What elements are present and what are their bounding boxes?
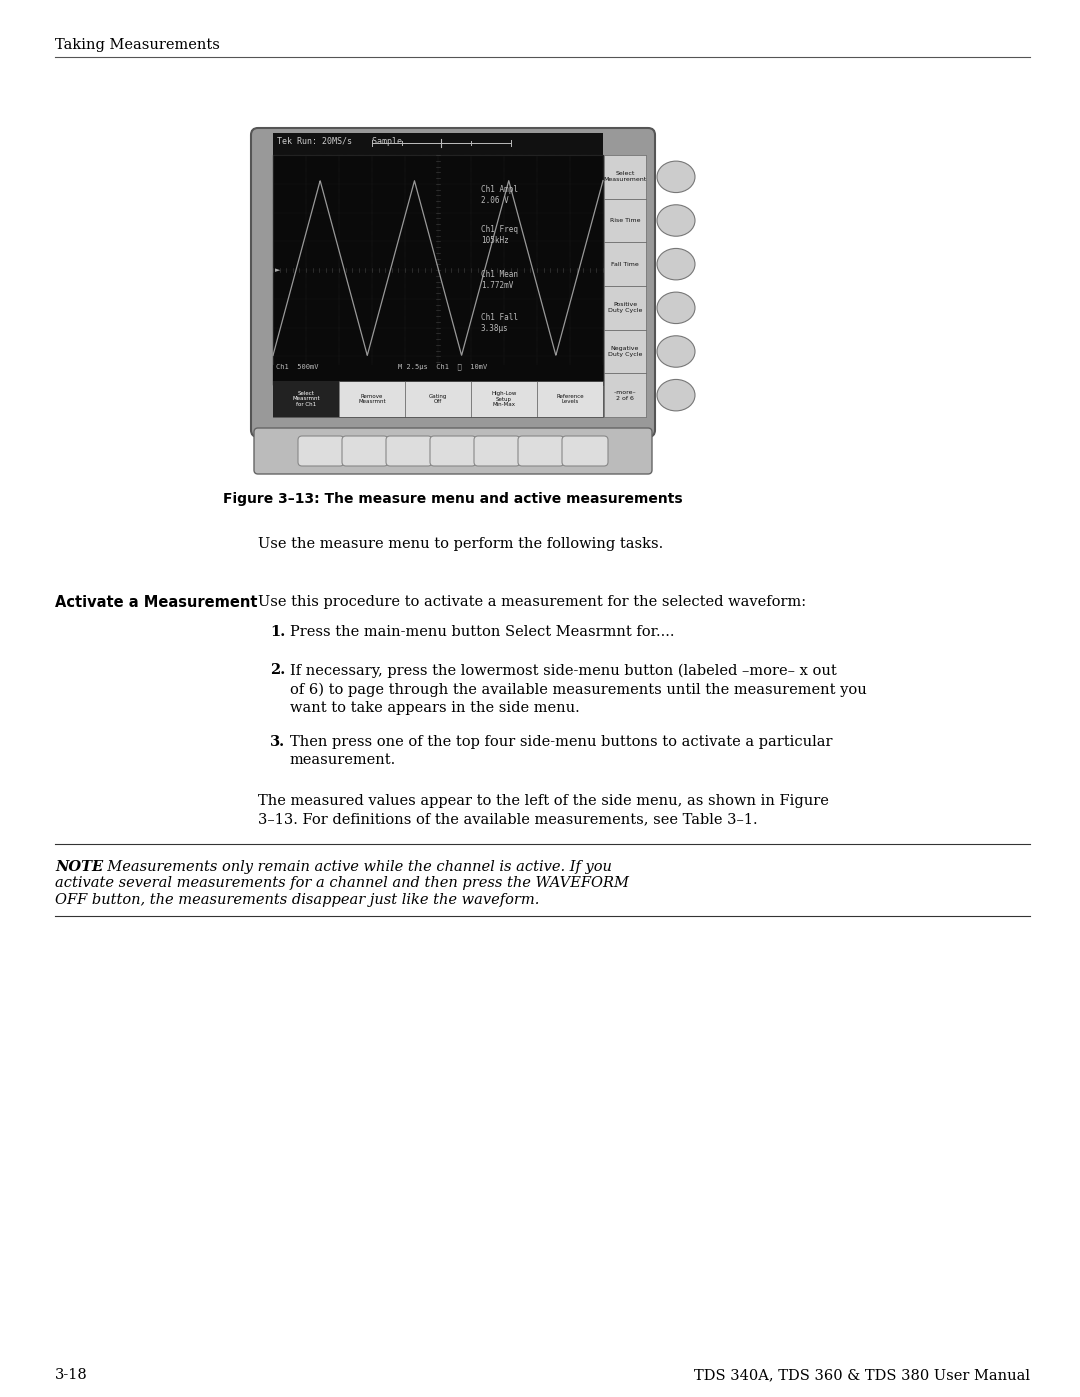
Text: Tek Run: 20MS/s    Sample: Tek Run: 20MS/s Sample <box>276 137 402 147</box>
Text: Reference
Levels: Reference Levels <box>556 394 584 404</box>
Text: Ch1 Freq
105kHz: Ch1 Freq 105kHz <box>481 225 518 244</box>
Text: Fall Time: Fall Time <box>611 261 639 267</box>
Text: NOTE: NOTE <box>55 861 103 875</box>
Text: 1.: 1. <box>270 624 285 638</box>
Text: Ch1 Fall
3.38μs: Ch1 Fall 3.38μs <box>481 313 518 332</box>
Ellipse shape <box>657 380 696 411</box>
Text: Ch1 Mean
1.772mV: Ch1 Mean 1.772mV <box>481 270 518 291</box>
Bar <box>273 381 339 416</box>
Text: 3.: 3. <box>270 735 285 749</box>
FancyBboxPatch shape <box>342 436 388 467</box>
Bar <box>604 155 646 198</box>
Text: Rise Time: Rise Time <box>610 218 640 224</box>
Bar <box>273 365 603 381</box>
Ellipse shape <box>657 335 696 367</box>
Text: 2.: 2. <box>270 664 285 678</box>
Text: Gating
Off: Gating Off <box>429 394 447 404</box>
Text: Select
Measrmnt
for Ch1: Select Measrmnt for Ch1 <box>293 391 320 408</box>
Text: Ch1 Ampl
2.06 V: Ch1 Ampl 2.06 V <box>481 184 518 205</box>
Text: ►: ► <box>275 267 281 272</box>
Text: TDS 340A, TDS 360 & TDS 380 User Manual: TDS 340A, TDS 360 & TDS 380 User Manual <box>694 1368 1030 1382</box>
Text: Ch1  500mV: Ch1 500mV <box>276 365 319 370</box>
Text: activate several measurements for a channel and then press the WAVEFORM: activate several measurements for a chan… <box>55 876 629 890</box>
Ellipse shape <box>657 292 696 324</box>
Text: M 2.5μs  Ch1  ℓ  10mV: M 2.5μs Ch1 ℓ 10mV <box>399 363 488 370</box>
FancyBboxPatch shape <box>562 436 608 467</box>
Text: –more–
2 of 6: –more– 2 of 6 <box>613 390 636 401</box>
Text: Activate a Measurement: Activate a Measurement <box>55 595 257 610</box>
FancyBboxPatch shape <box>518 436 564 467</box>
Bar <box>273 155 603 386</box>
Bar <box>604 242 646 286</box>
Bar <box>604 373 646 416</box>
Bar <box>273 381 603 416</box>
Text: Figure 3–13: The measure menu and active measurements: Figure 3–13: The measure menu and active… <box>224 492 683 506</box>
Text: Taking Measurements: Taking Measurements <box>55 38 220 52</box>
Text: Press the main-menu button Select Measrmnt for....: Press the main-menu button Select Measrm… <box>291 624 675 638</box>
Text: OFF button, the measurements disappear just like the waveform.: OFF button, the measurements disappear j… <box>55 893 539 907</box>
Text: Use the measure menu to perform the following tasks.: Use the measure menu to perform the foll… <box>258 536 663 550</box>
Text: 3-18: 3-18 <box>55 1368 87 1382</box>
Text: Then press one of the top four side-menu buttons to activate a particular
measur: Then press one of the top four side-menu… <box>291 735 833 767</box>
FancyBboxPatch shape <box>386 436 432 467</box>
Bar <box>604 286 646 330</box>
FancyBboxPatch shape <box>251 129 654 437</box>
Ellipse shape <box>657 161 696 193</box>
Ellipse shape <box>657 205 696 236</box>
Text: Select
Measurement: Select Measurement <box>604 172 647 182</box>
Bar <box>273 133 603 155</box>
FancyBboxPatch shape <box>298 436 345 467</box>
FancyBboxPatch shape <box>474 436 519 467</box>
Text: Positive
Duty Cycle: Positive Duty Cycle <box>608 302 643 313</box>
Text: High-Low
Setup
Min-Max: High-Low Setup Min-Max <box>491 391 516 408</box>
Text: Negative
Duty Cycle: Negative Duty Cycle <box>608 346 643 356</box>
Text: Remove
Measrmnt: Remove Measrmnt <box>359 394 386 404</box>
Bar <box>604 330 646 373</box>
FancyBboxPatch shape <box>430 436 476 467</box>
FancyBboxPatch shape <box>254 427 652 474</box>
Ellipse shape <box>657 249 696 279</box>
Text: . Measurements only remain active while the channel is active. If you: . Measurements only remain active while … <box>98 861 612 875</box>
Text: The measured values appear to the left of the side menu, as shown in Figure
3–13: The measured values appear to the left o… <box>258 793 828 827</box>
Bar <box>604 198 646 242</box>
Text: Use this procedure to activate a measurement for the selected waveform:: Use this procedure to activate a measure… <box>258 595 806 609</box>
Text: If necessary, press the lowermost side-menu button (labeled –more– x out
of 6) t: If necessary, press the lowermost side-m… <box>291 664 867 715</box>
